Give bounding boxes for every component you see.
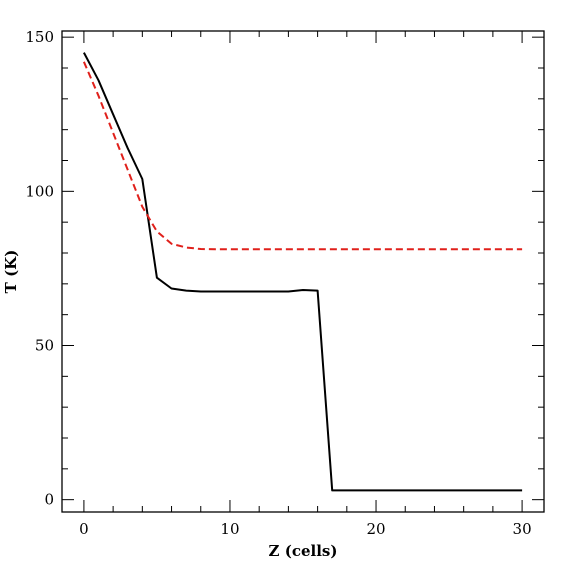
- y-tick-label: 100: [25, 182, 54, 200]
- x-axis-label: Z (cells): [269, 542, 338, 560]
- y-tick-label: 50: [35, 337, 54, 355]
- series-line-dashed-red: [82, 61, 523, 251]
- x-tick-label: 30: [513, 520, 532, 538]
- plot-frame: [61, 30, 545, 513]
- y-tick-label: 150: [25, 28, 54, 46]
- x-tick-label: 10: [220, 520, 239, 538]
- y-axis-label: T (K): [2, 250, 20, 294]
- axis-ticks: [62, 31, 544, 512]
- tick-labels: 0 10 20 30 0 50 100 150: [25, 28, 531, 538]
- x-tick-label: 20: [366, 520, 385, 538]
- y-tick-label: 0: [44, 491, 54, 509]
- x-tick-label: 0: [79, 520, 89, 538]
- series-lines: [82, 52, 523, 492]
- series-line-solid-black: [83, 52, 523, 492]
